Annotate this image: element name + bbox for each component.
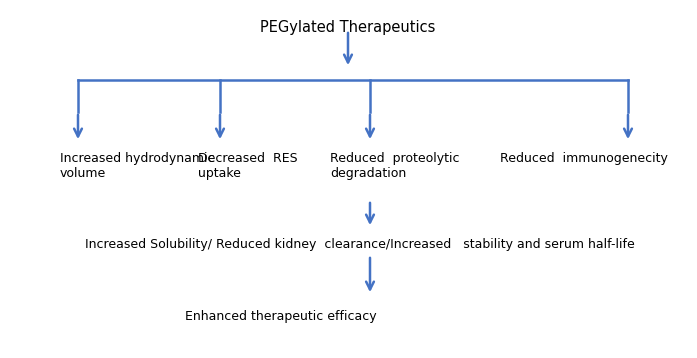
Text: Increased Solubility/ Reduced kidney  clearance/Increased   stability and serum : Increased Solubility/ Reduced kidney cle… — [85, 238, 635, 251]
Text: Enhanced therapeutic efficacy: Enhanced therapeutic efficacy — [185, 310, 376, 323]
Text: PEGylated Therapeutics: PEGylated Therapeutics — [260, 20, 436, 35]
Text: Reduced  proteolytic
degradation: Reduced proteolytic degradation — [330, 152, 459, 180]
Text: Increased hydrodynamic
volume: Increased hydrodynamic volume — [60, 152, 215, 180]
Text: Decreased  RES
uptake: Decreased RES uptake — [198, 152, 298, 180]
Text: Reduced  immunogenecity: Reduced immunogenecity — [500, 152, 668, 165]
